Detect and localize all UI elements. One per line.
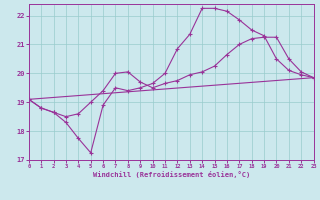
X-axis label: Windchill (Refroidissement éolien,°C): Windchill (Refroidissement éolien,°C) bbox=[92, 171, 250, 178]
